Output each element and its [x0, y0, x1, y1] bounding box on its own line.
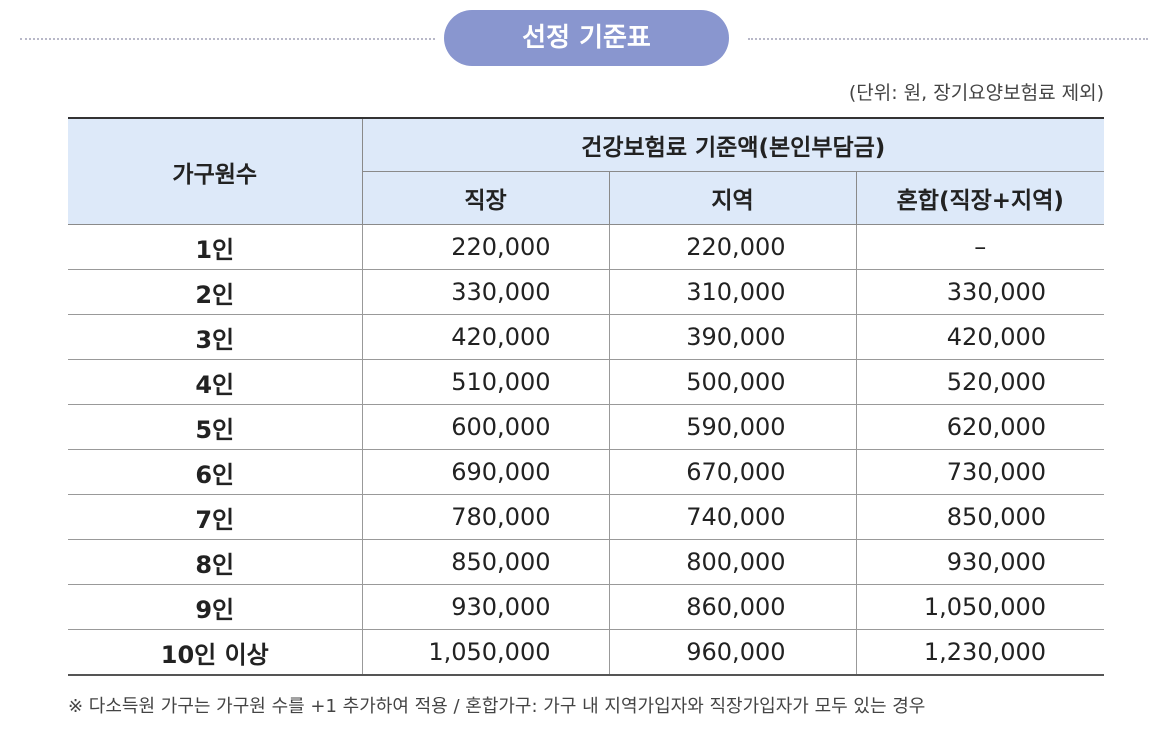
row-label: 1인: [68, 224, 363, 270]
row-label: 6인: [68, 449, 363, 495]
amount-cell: 420,000: [361, 314, 610, 360]
table-row: 7인 780,000 740,000 850,000: [68, 494, 1105, 540]
table-row: 6인 690,000 670,000 730,000: [68, 449, 1105, 495]
amount-cell: 620,000: [855, 404, 1105, 450]
row-label: 3인: [68, 314, 363, 360]
table-row: 4인 510,000 500,000 520,000: [68, 359, 1105, 405]
amount-cell: 670,000: [608, 449, 857, 495]
amount-cell: 1,050,000: [855, 584, 1105, 630]
table-row: 8인 850,000 800,000 930,000: [68, 539, 1105, 585]
amount-cell: 390,000: [608, 314, 857, 360]
row-label: 9인: [68, 584, 363, 630]
table-row: 5인 600,000 590,000 620,000: [68, 404, 1105, 450]
amount-cell: –: [855, 224, 1105, 270]
amount-cell: 930,000: [361, 584, 610, 630]
row-label: 4인: [68, 359, 363, 405]
amount-cell: 730,000: [855, 449, 1105, 495]
amount-cell: 860,000: [608, 584, 857, 630]
amount-cell: 510,000: [361, 359, 610, 405]
amount-cell: 600,000: [361, 404, 610, 450]
column-header: 가구원수: [68, 117, 363, 225]
amount-cell: 520,000: [855, 359, 1105, 405]
divider: [20, 38, 435, 40]
divider: [748, 38, 1148, 40]
table-row: 10인 이상 1,050,000 960,000 1,230,000: [68, 629, 1105, 676]
amount-cell: 690,000: [361, 449, 610, 495]
amount-cell: 310,000: [608, 269, 857, 315]
unit-note: (단위: 원, 장기요양보험료 제외): [848, 82, 1104, 104]
column-header: 혼합(직장+지역): [855, 171, 1105, 225]
amount-cell: 740,000: [608, 494, 857, 540]
row-label: 8인: [68, 539, 363, 585]
table-row: 9인 930,000 860,000 1,050,000: [68, 584, 1105, 630]
amount-cell: 850,000: [361, 539, 610, 585]
table-row: 1인 220,000 220,000–: [68, 224, 1105, 270]
row-label: 7인: [68, 494, 363, 540]
table-row: 2인 330,000 310,000 330,000: [68, 269, 1105, 315]
column-header: 직장: [362, 171, 610, 225]
amount-cell: 220,000: [361, 224, 610, 270]
amount-cell: 780,000: [361, 494, 610, 540]
row-label: 10인 이상: [68, 629, 363, 676]
row-label: 5인: [68, 404, 363, 450]
amount-cell: 960,000: [608, 629, 857, 676]
amount-cell: 930,000: [855, 539, 1105, 585]
amount-cell: 800,000: [608, 539, 857, 585]
amount-cell: 420,000: [855, 314, 1105, 360]
group-header: 건강보험료 기준액(본인부담금): [361, 117, 1105, 172]
amount-cell: 330,000: [361, 269, 610, 315]
amount-cell: 1,230,000: [855, 629, 1105, 676]
amount-cell: 330,000: [855, 269, 1105, 315]
table-row: 3인 420,000 390,000 420,000: [68, 314, 1105, 360]
title-badge: 선정 기준표: [444, 10, 729, 66]
amount-cell: 500,000: [608, 359, 857, 405]
amount-cell: 1,050,000: [361, 629, 610, 676]
footnote: ※ 다소득원 가구는 가구원 수를 +1 추가하여 적용 / 혼합가구: 가구 …: [68, 696, 926, 717]
amount-cell: 850,000: [855, 494, 1105, 540]
amount-cell: 590,000: [608, 404, 857, 450]
column-header: 지역: [608, 171, 857, 225]
amount-cell: 220,000: [608, 224, 857, 270]
row-label: 2인: [68, 269, 363, 315]
criteria-table: 가구원수 건강보험료 기준액(본인부담금) 직장 지역 혼합(직장+지역) 1인…: [68, 117, 1105, 676]
